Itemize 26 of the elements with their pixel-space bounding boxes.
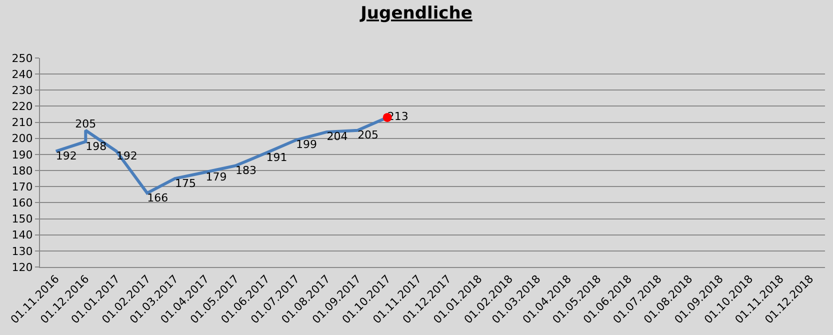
y-tick-label: 220 [12, 100, 33, 114]
y-tick-label: 150 [12, 212, 33, 226]
y-tick-label: 170 [12, 180, 33, 194]
data-label: 204 [326, 130, 348, 144]
y-tick-label: 240 [12, 68, 33, 81]
data-label: 183 [236, 164, 257, 177]
data-label: 179 [206, 170, 227, 184]
y-tick-label: 230 [12, 84, 33, 97]
data-label: 199 [296, 138, 318, 152]
data-label: 205 [358, 128, 379, 142]
data-label: 192 [56, 150, 77, 162]
y-tick-label: 130 [12, 244, 33, 258]
data-label: 175 [174, 176, 196, 190]
y-tick-label: 140 [12, 228, 33, 242]
data-label: 205 [75, 118, 96, 131]
y-tick-label: 120 [12, 260, 33, 274]
chart-title: Jugendliche [360, 4, 472, 24]
y-tick-label: 190 [12, 148, 33, 162]
y-tick-label: 160 [12, 196, 33, 210]
y-tick-label: 250 [12, 52, 33, 65]
y-tick-label: 200 [12, 132, 33, 146]
y-tick-label: 180 [12, 164, 33, 178]
data-label: 198 [86, 140, 107, 153]
y-tick-label: 210 [12, 116, 33, 130]
data-label: 166 [147, 191, 168, 204]
data-label: 191 [266, 151, 288, 164]
